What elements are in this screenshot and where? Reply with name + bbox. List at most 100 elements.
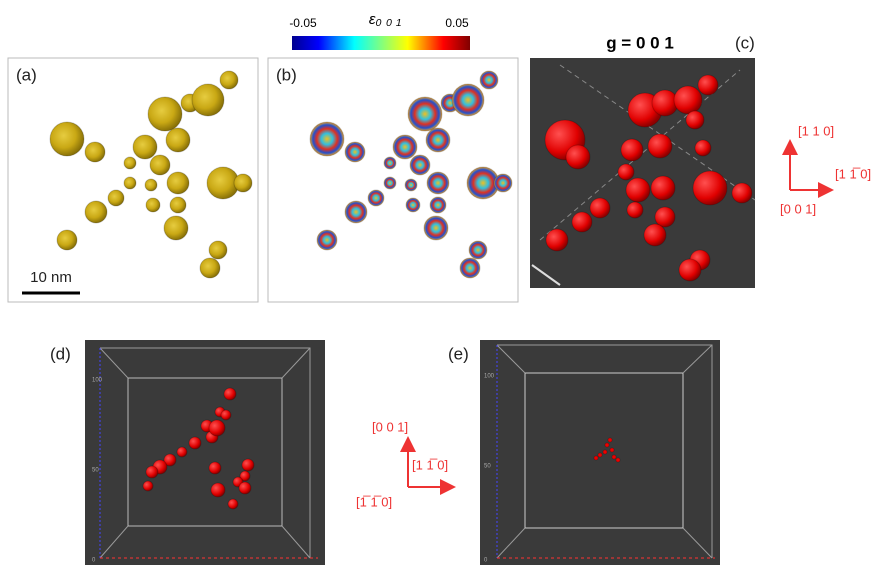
axis-label: [1 1 0] [798,123,834,138]
particle [572,212,592,232]
particle [460,258,480,278]
particle [345,142,365,162]
particle [644,224,666,246]
particle [598,453,602,457]
particle [618,164,634,180]
particle [627,202,643,218]
particle [85,142,105,162]
particle [648,134,672,158]
particle [317,230,337,250]
particle [384,157,396,169]
figure: (a) 10 nm (b) -0.05 ε₀ ₀ ₁ 0.05 g = 0 0 … [0,0,885,570]
particle [546,229,568,251]
particle [608,438,612,442]
particle [603,450,607,454]
particle [368,190,384,206]
particle [85,201,107,223]
particle [133,135,157,159]
particle [221,410,231,420]
particle [594,456,598,460]
particle [732,183,752,203]
particle [310,122,344,156]
particle [480,71,498,89]
tick-label: 100 [92,378,103,384]
tick-label: 50 [92,468,99,474]
panel-c [530,58,755,288]
tick-label: 100 [484,374,495,380]
particle [192,84,224,116]
colorbar-title: ε₀ ₀ ₁ [369,11,402,28]
axis-label: [1̅ 1̅ 0] [356,494,392,509]
particle [616,458,620,462]
particle [177,447,187,457]
particle [590,198,610,218]
particle [57,230,77,250]
particle [345,201,367,223]
particle [146,466,158,478]
particle [124,177,136,189]
particle [651,176,675,200]
particle [695,140,711,156]
particle [200,258,220,278]
particle [124,157,136,169]
particle [610,448,614,452]
panel-d [85,340,325,565]
particle [211,483,225,497]
particle [452,84,484,116]
particle [167,172,189,194]
particle [242,459,254,471]
particle [410,155,430,175]
particle [424,216,448,240]
particle [234,174,252,192]
particle [698,75,718,95]
axis-label: [0 0 1] [780,201,816,216]
colorbar-min: -0.05 [289,16,317,30]
tick-label: 50 [484,464,491,470]
particle [148,97,182,131]
particle [143,481,153,491]
particle [427,172,449,194]
particle [108,190,124,206]
particle [209,241,227,259]
particle [150,155,170,175]
particle [494,174,512,192]
particle [674,86,702,114]
particle [469,241,487,259]
particle [430,197,446,213]
particle [621,139,643,161]
particle [166,128,190,152]
particle [612,455,616,459]
particle [605,443,609,447]
particle [220,71,238,89]
particle [209,462,221,474]
particle [170,197,186,213]
particle [50,122,84,156]
panel-title: g = 0 0 1 [606,33,674,52]
particle [228,499,238,509]
particle [384,177,396,189]
panel-label: (b) [276,65,297,84]
particle [406,198,420,212]
colorbar-max: 0.05 [445,16,469,30]
particle [686,111,704,129]
particle [626,178,650,202]
scale-label: 10 nm [30,269,72,286]
particle [679,259,701,281]
particle [566,145,590,169]
particle [426,128,450,152]
particle [164,216,188,240]
colorbar [292,36,470,50]
axis-label: [0 0 1] [372,419,408,434]
particle [693,171,727,205]
particle [146,198,160,212]
particle [408,97,442,131]
panel-label: (c) [735,33,755,52]
panel-label: (e) [448,344,469,363]
particle [209,420,225,436]
panel-label: (d) [50,344,71,363]
particle [145,179,157,191]
panel-label: (a) [16,65,37,84]
axis-label: [1 1̅ 0] [412,457,448,472]
particle [239,482,251,494]
axis-label: [1 1̅ 0] [835,166,871,181]
